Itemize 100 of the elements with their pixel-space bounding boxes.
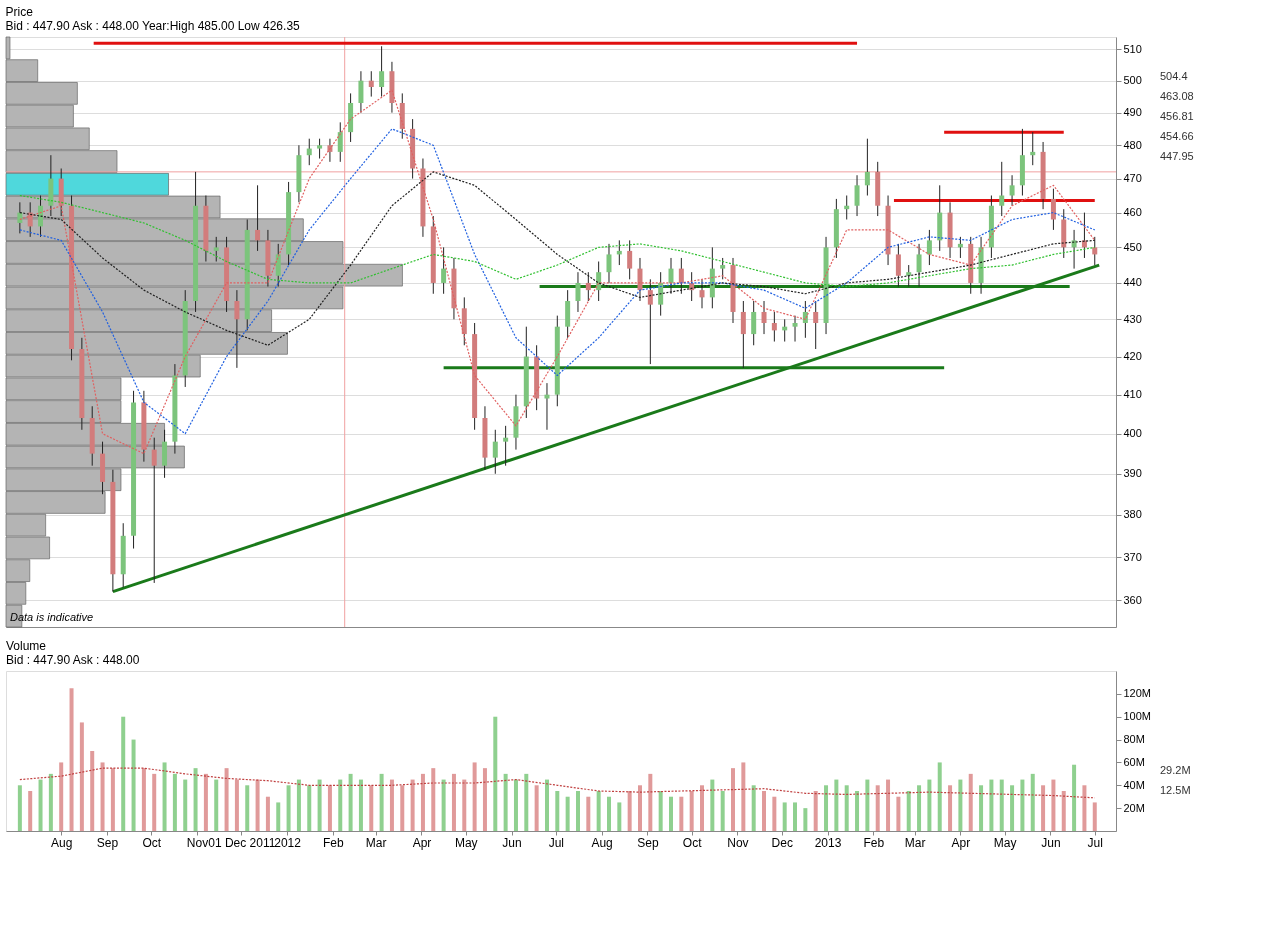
x-tick-label: Jun — [1041, 835, 1061, 850]
bar — [265, 796, 270, 831]
bar — [224, 768, 229, 831]
x-tick-label: Aug — [51, 835, 73, 850]
bar — [555, 791, 560, 831]
y-tick-label: 40M — [1123, 778, 1145, 791]
candlestick — [575, 271, 581, 313]
bar — [979, 785, 984, 831]
bar — [214, 779, 219, 831]
text: 463.08 — [1160, 90, 1194, 102]
bar — [544, 779, 549, 831]
bar — [586, 796, 591, 831]
bar — [1072, 764, 1077, 831]
bar — [731, 768, 736, 831]
bar — [327, 785, 332, 831]
candlestick — [740, 300, 746, 369]
x-tick-label: Aug — [591, 835, 613, 850]
y-tick-label: 400 — [1123, 427, 1142, 440]
bar — [296, 779, 301, 831]
bar — [110, 768, 115, 831]
bar — [1051, 779, 1056, 831]
candlestick — [637, 257, 643, 302]
bar — [534, 785, 539, 831]
candlestick — [503, 425, 509, 467]
bar — [875, 785, 880, 831]
bar — [772, 796, 777, 831]
y-tick-label: 80M — [1123, 733, 1145, 746]
bar — [59, 762, 64, 831]
bar — [741, 762, 746, 831]
x-tick-label: 2012 — [274, 835, 302, 850]
candlestick — [1050, 188, 1056, 231]
bar — [627, 791, 632, 831]
bar — [689, 791, 694, 831]
y-tick-label: 120M — [1123, 687, 1152, 700]
candlestick — [771, 311, 777, 343]
y-tick-label: 490 — [1123, 106, 1142, 119]
bar — [575, 791, 580, 831]
x-tick-label: Oct — [682, 835, 703, 850]
bar — [948, 785, 953, 831]
line-series — [19, 194, 1096, 288]
x-tick-label: Feb — [863, 835, 885, 850]
bar — [710, 779, 715, 831]
x-tick-label: Jul — [1087, 835, 1103, 850]
bar — [493, 716, 498, 831]
bar — [596, 791, 601, 831]
bar — [17, 785, 22, 831]
candlestick — [999, 161, 1005, 217]
bar — [865, 779, 870, 831]
bar — [648, 773, 653, 831]
candlestick — [1009, 174, 1015, 207]
chart-title: Volume — [6, 639, 47, 653]
candlestick — [337, 121, 343, 163]
text: 12.5M — [1160, 784, 1191, 796]
candlestick — [751, 300, 757, 346]
y-tick-label: 430 — [1123, 312, 1142, 325]
x-tick-label: Oct — [142, 835, 162, 850]
bar — [855, 791, 860, 831]
candlestick — [368, 70, 374, 98]
candlestick — [317, 138, 323, 160]
y-tick-label: 450 — [1123, 240, 1142, 253]
bar — [172, 773, 177, 831]
bar — [338, 779, 343, 831]
bar — [307, 785, 312, 831]
bar — [317, 779, 322, 831]
bar — [524, 773, 529, 831]
bar — [565, 796, 570, 831]
y-tick-label: 390 — [1123, 467, 1142, 480]
bar — [472, 762, 477, 831]
candlestick — [761, 300, 767, 335]
candlestick — [906, 264, 912, 288]
bar — [389, 779, 394, 831]
bar — [38, 779, 43, 831]
candlestick — [255, 184, 261, 252]
bar — [917, 785, 922, 831]
bar — [751, 785, 756, 831]
bar — [234, 779, 239, 831]
y-tick-label: 60M — [1123, 755, 1145, 768]
bar — [700, 785, 705, 831]
x-tick-label: Mar — [904, 835, 926, 850]
candlestick — [678, 257, 684, 295]
bar — [617, 802, 622, 831]
bar — [782, 802, 787, 831]
bar — [203, 773, 208, 831]
bar — [28, 791, 33, 831]
bar — [193, 768, 198, 831]
y-tick-label: 480 — [1123, 138, 1142, 151]
bar — [999, 779, 1004, 831]
bar — [513, 779, 518, 831]
y-tick-label: 380 — [1123, 508, 1142, 521]
line-series — [19, 767, 1096, 799]
bar — [400, 785, 405, 831]
x-tick-label: 01 Dec 2011 — [208, 835, 276, 850]
candlestick — [275, 243, 281, 288]
y-tick-label: 470 — [1123, 172, 1142, 185]
x-tick-label: Jun — [502, 835, 522, 850]
x-tick-label: Apr — [951, 835, 971, 850]
x-tick-label: Nov — [727, 835, 749, 850]
bar — [90, 751, 95, 831]
candlestick — [720, 257, 726, 280]
y-tick-label: 500 — [1123, 74, 1142, 87]
